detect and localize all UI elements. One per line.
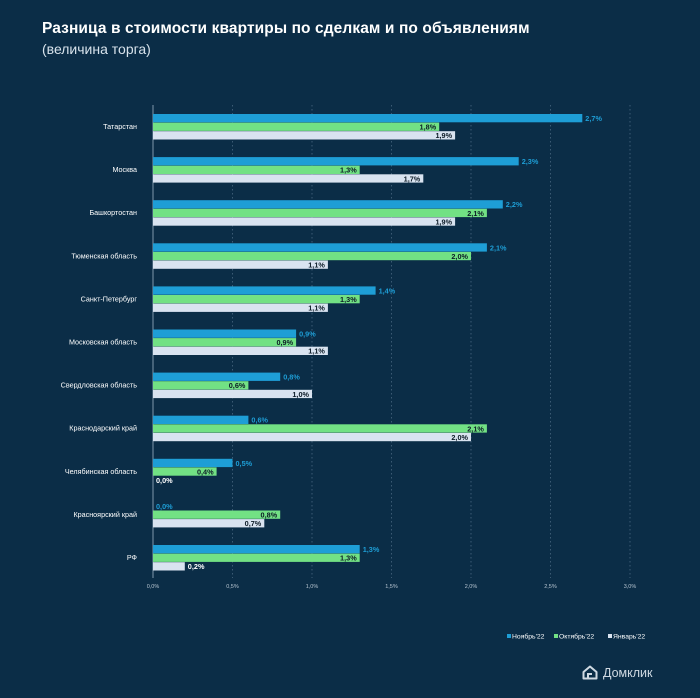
category-label: Красноярский край xyxy=(73,510,137,519)
data-label: 2,7% xyxy=(585,114,602,123)
bar xyxy=(153,165,360,174)
x-tick-label: 0,5% xyxy=(226,584,239,590)
category-label: Челябинская область xyxy=(65,467,137,476)
data-label: 2,0% xyxy=(451,433,468,442)
x-tick-label: 2,5% xyxy=(544,584,557,590)
data-label: 1,4% xyxy=(379,286,396,295)
bar xyxy=(153,243,487,252)
chart-title: Разница в стоимости квартиры по сделкам … xyxy=(42,20,530,37)
bar xyxy=(153,174,424,183)
chart-subtitle: (величина торга) xyxy=(42,41,151,57)
data-label: 0,8% xyxy=(261,511,278,520)
data-label: 1,9% xyxy=(435,131,452,140)
category-label: Московская область xyxy=(69,337,137,346)
data-label: 1,0% xyxy=(292,390,309,399)
data-label: 1,3% xyxy=(340,554,357,563)
category-label: Москва xyxy=(112,165,137,174)
data-label: 1,1% xyxy=(308,347,325,356)
category-labels: Татарстан Москва Башкортостан Тюменская обл… xyxy=(61,122,138,562)
bar xyxy=(153,131,456,140)
category-label: Татарстан xyxy=(103,122,137,131)
x-tick-labels: 0,0% 0,5% 1,0% 1,5% 2,0% 2,5% 3,0% xyxy=(147,584,637,590)
bar xyxy=(153,389,312,399)
bar xyxy=(153,157,519,166)
bar xyxy=(153,424,487,433)
data-label: 0,0% xyxy=(156,502,173,511)
data-label: 0,6% xyxy=(229,381,246,390)
legend-label: Октябрь'22 xyxy=(559,633,594,641)
data-label: 0,7% xyxy=(245,519,262,528)
data-label: 0,5% xyxy=(236,459,253,468)
data-label: 1,8% xyxy=(420,123,437,132)
legend-label: Январь'22 xyxy=(613,634,645,641)
data-label: 0,4% xyxy=(197,467,214,476)
bar xyxy=(153,467,217,476)
data-label: 0,8% xyxy=(283,373,300,382)
bar xyxy=(153,519,265,528)
bar xyxy=(153,338,297,347)
legend-swatch xyxy=(554,634,558,638)
data-label: 0,0% xyxy=(156,476,173,485)
bar xyxy=(153,562,185,571)
bar xyxy=(153,545,360,554)
data-label: 2,2% xyxy=(506,200,523,209)
data-labels: 2,7%1,8%1,9%2,3%1,3%1,7%2,2%2,1%1,9%2,1%… xyxy=(156,114,602,571)
x-tick-label: 0,0% xyxy=(147,584,160,590)
category-label: Санкт-Петербург xyxy=(81,294,138,303)
legend-swatch xyxy=(608,634,612,638)
bar xyxy=(153,217,456,226)
data-label: 1,7% xyxy=(404,174,421,183)
category-label: Свердловская область xyxy=(61,381,138,390)
bar xyxy=(153,415,249,424)
legend-swatch xyxy=(507,634,511,638)
bar xyxy=(153,260,328,269)
data-label: 1,9% xyxy=(435,217,452,226)
brand-logo: Домклик xyxy=(582,665,653,680)
bar xyxy=(153,553,360,562)
bar xyxy=(153,122,440,131)
bar xyxy=(153,372,281,381)
bar xyxy=(153,329,297,338)
bar xyxy=(153,286,376,295)
data-label: 1,3% xyxy=(340,166,357,175)
x-tick-label: 3,0% xyxy=(624,584,637,590)
legend-label: Ноябрь'22 xyxy=(512,633,545,641)
category-label: РФ xyxy=(127,553,138,562)
bar xyxy=(153,200,503,209)
x-tick-label: 2,0% xyxy=(465,584,478,590)
bar xyxy=(153,295,360,304)
bar xyxy=(153,303,328,312)
x-tick-label: 1,5% xyxy=(385,584,398,590)
bar xyxy=(153,346,328,355)
legend: Ноябрь'22 Октябрь'22 Январь'22 xyxy=(507,633,645,641)
category-label: Башкортостан xyxy=(89,208,137,217)
data-label: 2,0% xyxy=(451,252,468,261)
data-label: 0,9% xyxy=(299,330,316,339)
data-label: 1,1% xyxy=(308,304,325,313)
bar xyxy=(153,458,233,468)
bars xyxy=(153,114,583,571)
bar xyxy=(153,510,281,519)
data-label: 0,9% xyxy=(276,338,293,347)
data-label: 0,6% xyxy=(251,416,268,425)
data-label: 0,2% xyxy=(188,562,205,571)
data-label: 1,3% xyxy=(363,545,380,554)
bar xyxy=(153,432,471,442)
bar xyxy=(153,114,583,123)
data-label: 2,1% xyxy=(467,209,484,218)
bar xyxy=(153,381,249,390)
house-icon xyxy=(582,665,598,680)
data-label: 2,1% xyxy=(490,243,507,252)
data-label: 1,1% xyxy=(308,261,325,270)
data-label: 2,1% xyxy=(467,424,484,433)
bar xyxy=(153,208,487,218)
data-label: 1,3% xyxy=(340,295,357,304)
data-label: 2,3% xyxy=(522,157,539,166)
category-label: Тюменская область xyxy=(71,251,137,260)
bar xyxy=(153,251,471,261)
logo-text: Домклик xyxy=(603,665,653,680)
category-label: Краснодарский край xyxy=(69,424,137,433)
x-tick-label: 1,0% xyxy=(306,584,319,590)
